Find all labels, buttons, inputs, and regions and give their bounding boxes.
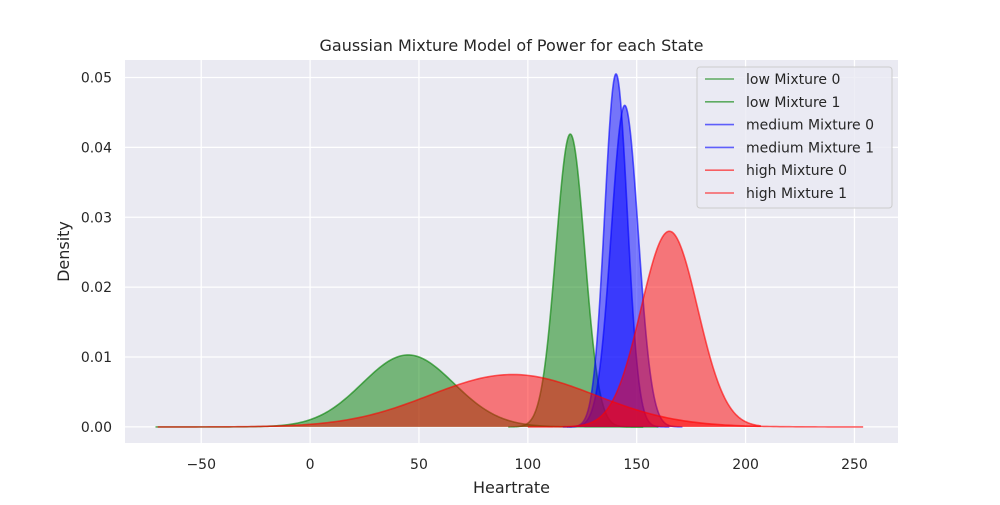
legend-label: low Mixture 1 xyxy=(746,95,840,111)
y-tick-label: 0.05 xyxy=(81,70,112,86)
y-tick-label: 0.02 xyxy=(81,280,112,296)
legend-entry: low Mixture 1 xyxy=(705,95,840,111)
x-tick-label: 200 xyxy=(732,457,759,473)
series-line xyxy=(527,230,761,428)
x-axis-ticks: −50 0 50 100 150 200 250 xyxy=(186,457,867,473)
chart-title: Gaussian Mixture Model of Power for each… xyxy=(320,36,704,55)
series-area xyxy=(155,354,659,427)
y-axis-label: Density xyxy=(54,221,73,282)
series-area xyxy=(527,231,761,427)
legend-entry: high Mixture 0 xyxy=(705,163,847,179)
legend-entry: medium Mixture 1 xyxy=(705,140,874,156)
x-tick-label: 100 xyxy=(514,457,541,473)
legend-label: high Mixture 0 xyxy=(746,163,847,179)
legend-entry: medium Mixture 0 xyxy=(705,118,874,134)
series-6 xyxy=(527,230,761,428)
legend-label: medium Mixture 0 xyxy=(746,118,874,134)
y-tick-label: 0.04 xyxy=(81,140,112,156)
legend-label: high Mixture 1 xyxy=(746,186,847,202)
legend: low Mixture 0 low Mixture 1 medium Mixture… xyxy=(696,66,893,209)
y-axis-ticks: 0.00 0.01 0.02 0.03 0.04 0.05 xyxy=(81,70,112,435)
y-tick-label: 0.03 xyxy=(81,210,112,226)
series-area xyxy=(508,134,644,427)
x-tick-label: 250 xyxy=(841,457,868,473)
series-area xyxy=(562,105,683,427)
legend-box xyxy=(696,66,893,209)
x-tick-label: −50 xyxy=(186,457,216,473)
y-tick-label: 0.01 xyxy=(81,350,112,366)
x-tick-label: 0 xyxy=(306,457,315,473)
x-tick-label: 150 xyxy=(623,457,650,473)
legend-label: low Mixture 0 xyxy=(746,72,840,88)
y-tick-label: 0.00 xyxy=(81,420,112,436)
legend-label: medium Mixture 1 xyxy=(746,140,874,156)
legend-entry: low Mixture 0 xyxy=(705,72,840,88)
x-axis-label: Heartrate xyxy=(473,478,550,497)
legend-entry: high Mixture 1 xyxy=(705,186,847,202)
series-layer xyxy=(155,73,864,428)
x-tick-label: 50 xyxy=(410,457,428,473)
series-area xyxy=(157,374,864,427)
